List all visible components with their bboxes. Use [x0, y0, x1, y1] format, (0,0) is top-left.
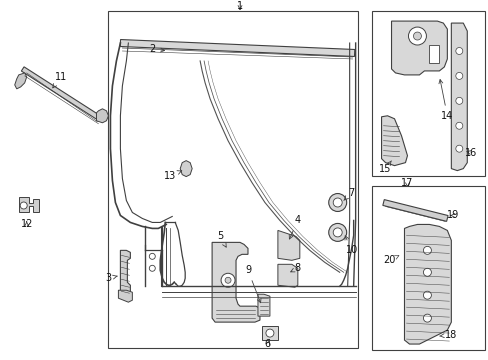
Polygon shape [15, 73, 27, 89]
Text: 14: 14 [438, 80, 452, 121]
Circle shape [20, 202, 27, 209]
Text: 3: 3 [105, 273, 117, 283]
Circle shape [423, 246, 430, 254]
Text: 5: 5 [217, 231, 226, 247]
Text: 17: 17 [401, 177, 413, 188]
Circle shape [328, 224, 346, 242]
Polygon shape [180, 161, 192, 177]
Text: 4: 4 [288, 215, 300, 239]
Polygon shape [19, 197, 39, 212]
Text: 1: 1 [237, 1, 243, 11]
Bar [371, 185, 484, 350]
Circle shape [149, 253, 155, 259]
Text: 11: 11 [53, 72, 66, 88]
Text: 16: 16 [464, 148, 476, 158]
Polygon shape [120, 40, 354, 57]
Circle shape [455, 122, 462, 129]
Circle shape [332, 228, 342, 237]
Text: 7: 7 [343, 188, 354, 201]
Circle shape [455, 48, 462, 54]
Text: 15: 15 [379, 161, 391, 174]
Polygon shape [120, 250, 130, 295]
Text: 20: 20 [383, 255, 398, 265]
Text: 12: 12 [20, 220, 33, 229]
Text: 8: 8 [290, 263, 300, 273]
Circle shape [413, 32, 421, 40]
Circle shape [423, 314, 430, 322]
Text: 2: 2 [149, 44, 164, 54]
Polygon shape [382, 199, 447, 221]
Bar [428, 45, 439, 63]
Polygon shape [404, 224, 450, 344]
Text: 13: 13 [164, 171, 182, 181]
Text: 18: 18 [439, 330, 457, 340]
Circle shape [455, 145, 462, 152]
Polygon shape [96, 109, 108, 123]
Polygon shape [450, 23, 467, 171]
Bar [108, 11, 357, 348]
Polygon shape [118, 290, 132, 302]
Polygon shape [262, 326, 277, 340]
Text: 10: 10 [345, 236, 357, 255]
Circle shape [265, 329, 273, 337]
Circle shape [455, 72, 462, 80]
Polygon shape [381, 116, 407, 166]
Circle shape [407, 27, 426, 45]
Circle shape [455, 97, 462, 104]
Circle shape [328, 194, 346, 211]
Circle shape [224, 277, 230, 283]
Circle shape [423, 291, 430, 299]
Text: 6: 6 [264, 339, 270, 349]
Polygon shape [212, 242, 260, 322]
Circle shape [332, 198, 342, 207]
Polygon shape [258, 294, 269, 316]
Polygon shape [21, 67, 102, 121]
Polygon shape [277, 230, 299, 260]
Bar [371, 11, 484, 176]
Polygon shape [391, 21, 447, 75]
Text: 9: 9 [244, 265, 261, 303]
Circle shape [149, 265, 155, 271]
Circle shape [423, 268, 430, 276]
Circle shape [221, 273, 235, 287]
Polygon shape [277, 264, 297, 287]
Text: 19: 19 [447, 211, 459, 220]
